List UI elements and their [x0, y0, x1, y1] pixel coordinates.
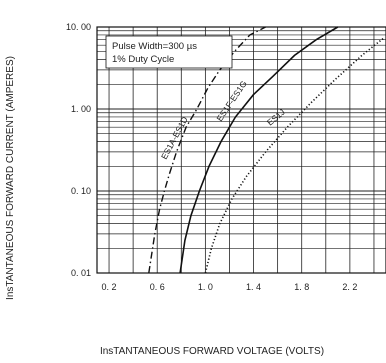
y-tick-label: 0. 01	[71, 268, 91, 278]
curves	[148, 26, 386, 274]
annotation-pulse-width: Pulse Width=300 µs	[112, 41, 197, 52]
x-tick-label: 1. 8	[294, 282, 309, 292]
series-line-es1f-es1g	[179, 26, 339, 274]
annotation-background	[105, 35, 233, 69]
curve-label-es1f-es1g: ES1F-ES1G	[214, 79, 248, 123]
plot-frame	[96, 26, 386, 274]
x-tick-label: 0. 2	[102, 282, 117, 292]
y-axis-ticks: 0. 01 0. 10 1. 00 10. 00	[66, 22, 91, 278]
x-tick-label: 0. 6	[150, 282, 165, 292]
x-tick-label: 1. 4	[246, 282, 261, 292]
series-line-es1a-es1d	[148, 26, 266, 274]
y-tick-label: 1. 00	[71, 104, 91, 114]
annotation-box: Pulse Width=300 µs 1% Duty Cycle	[105, 35, 233, 69]
x-tick-label: 1. 0	[198, 282, 213, 292]
x-tick-label: 2. 2	[342, 282, 357, 292]
x-axis-title: InsTANTANEOUS FORWARD VOLTAGE (VOLTS)	[100, 346, 324, 357]
curve-label-es1j: ES1J	[265, 107, 287, 128]
y-axis-title: InsTANTANEOUS FORWARD CURRENT (AMPERES)	[5, 56, 16, 300]
annotation-duty-cycle: 1% Duty Cycle	[112, 54, 174, 65]
y-tick-label: 10. 00	[66, 22, 91, 32]
series-line-es1j	[204, 36, 386, 274]
x-axis-ticks: 0. 2 0. 6 1. 0 1. 4 1. 8 2. 2	[102, 282, 358, 292]
y-tick-label: 0. 10	[71, 186, 91, 196]
